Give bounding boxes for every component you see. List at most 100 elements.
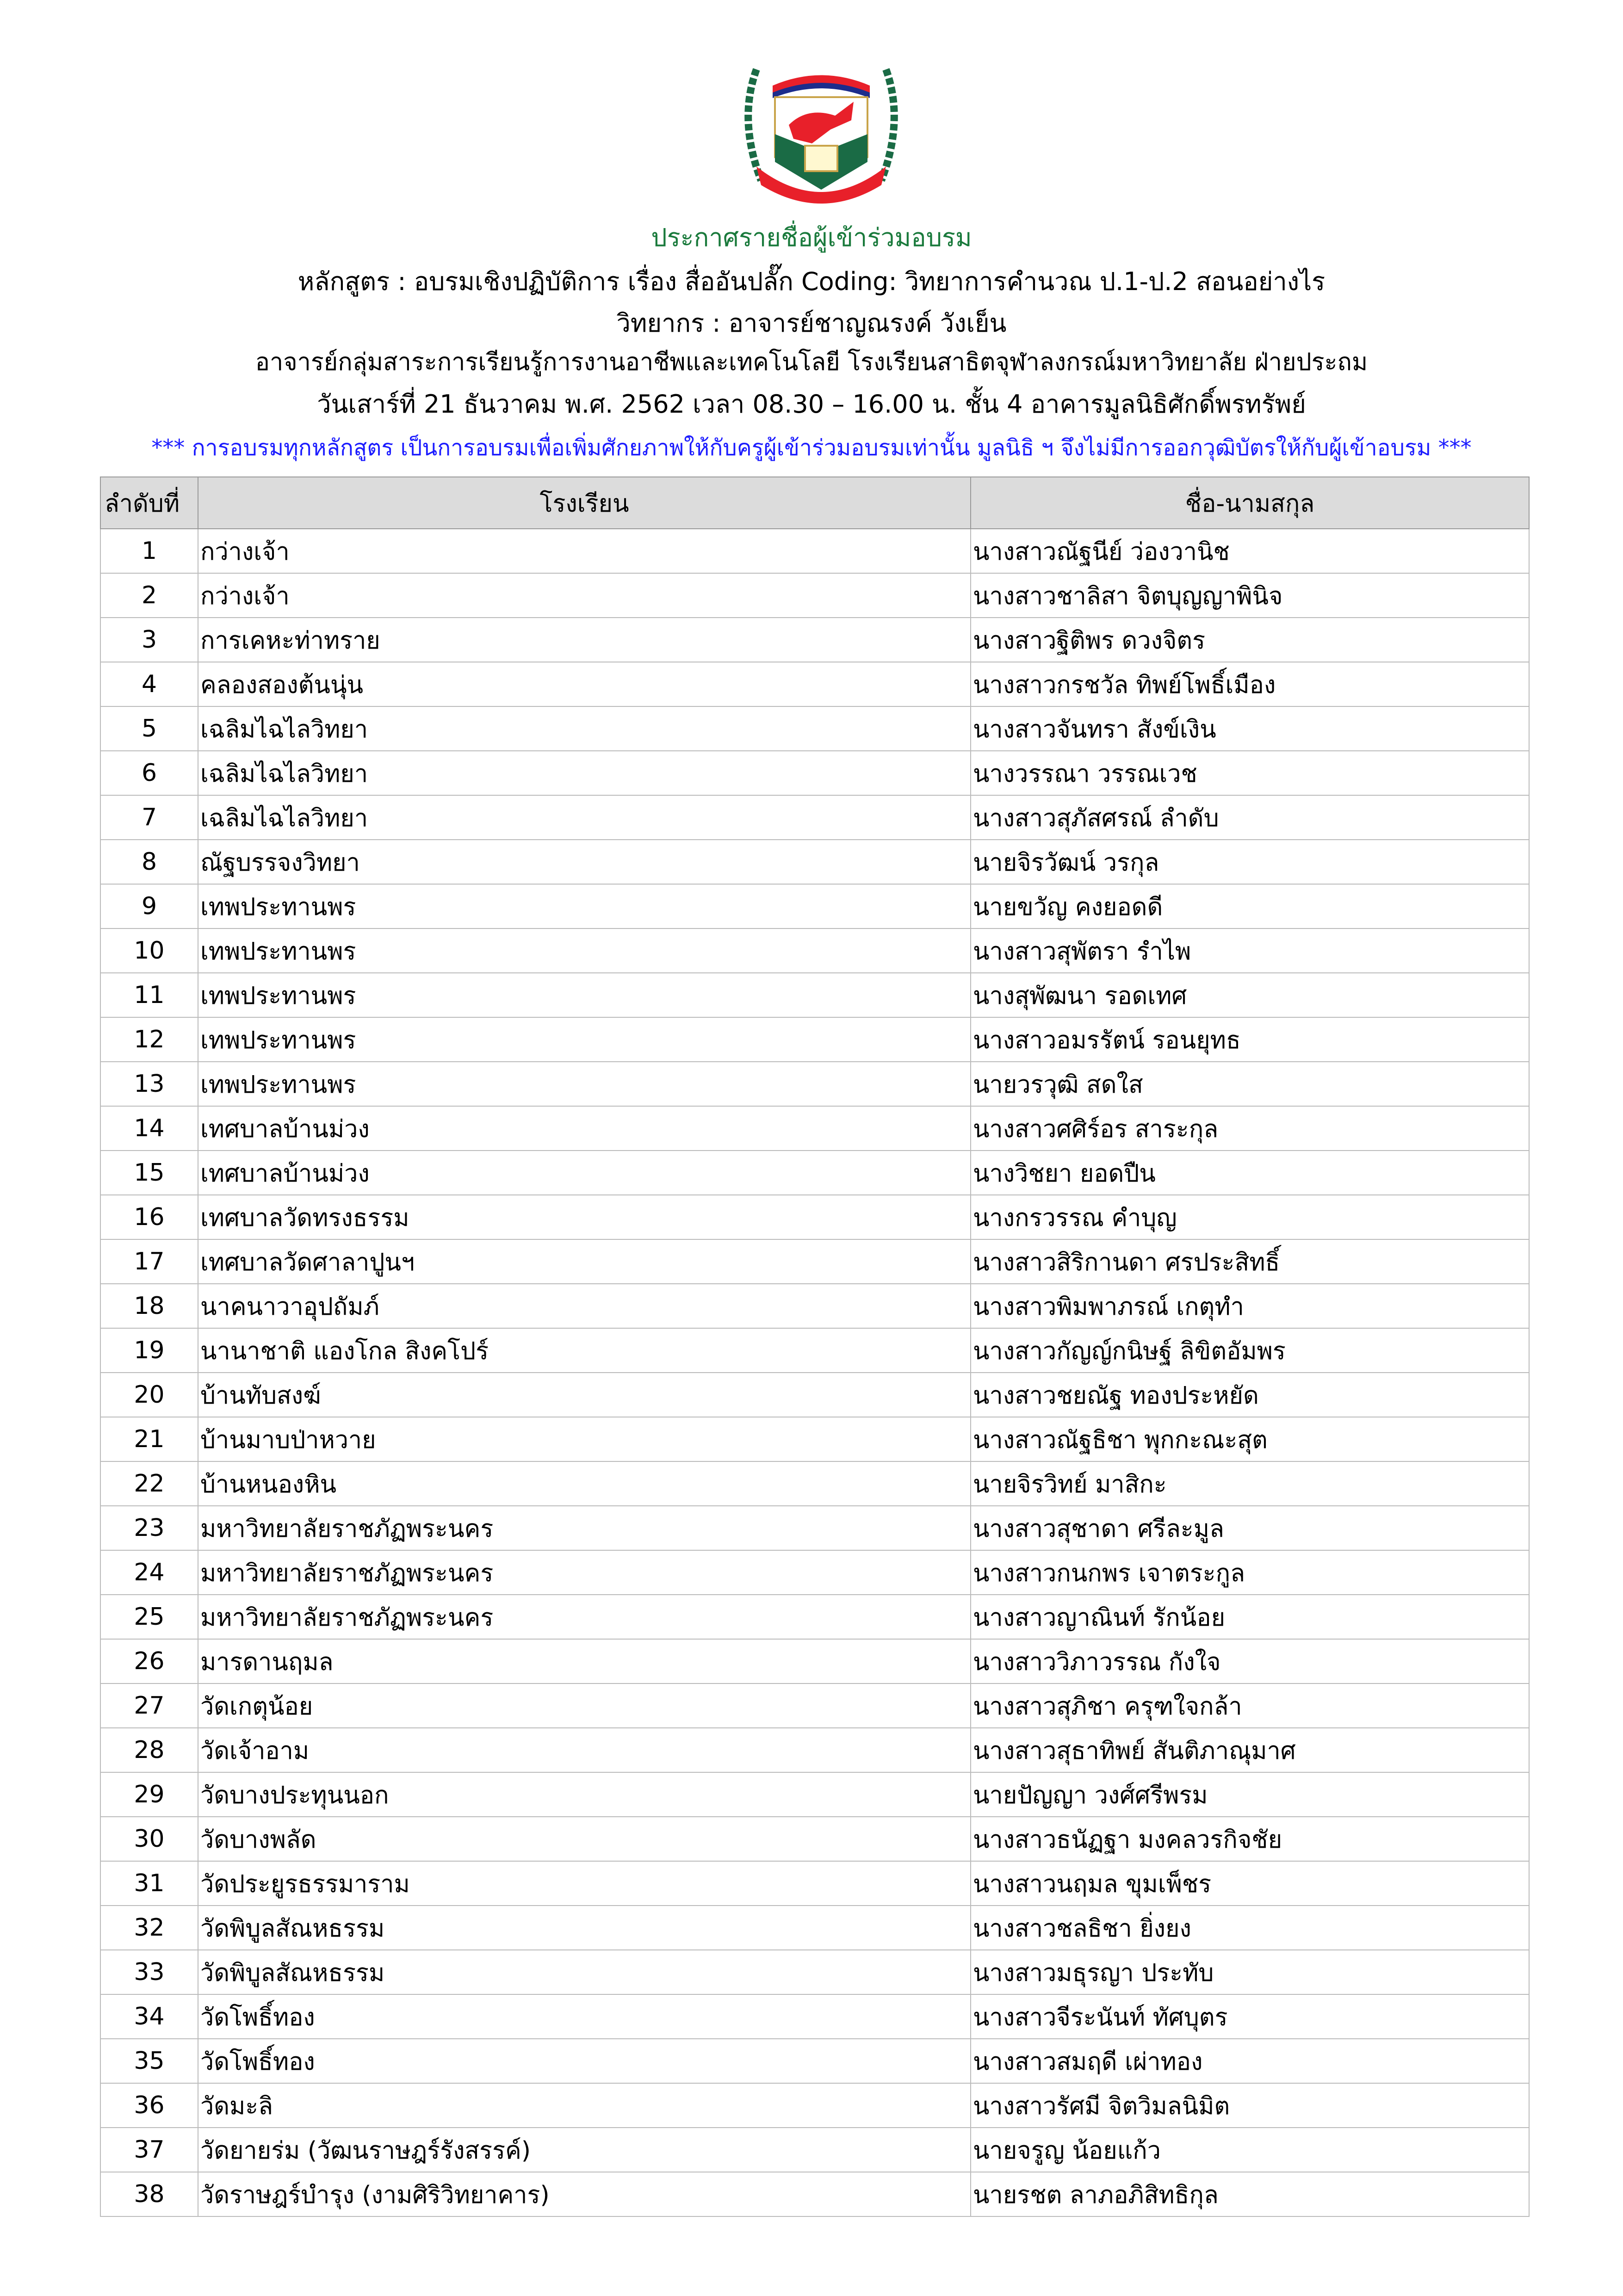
row-number: 3 <box>100 617 198 662</box>
school-name: วัดพิบูลสัณหธรรม <box>198 1949 971 1995</box>
participant-name: นางสาวกัญญ์กนิษฐ์ ลิขิตอัมพร <box>970 1328 1530 1373</box>
table-row: 31 วัดประยูรธรรมาราม นางสาวนฤมล ขุมเพ็ชร <box>100 1861 1530 1906</box>
school-name: นาคนาวาอุปถัมภ์ <box>198 1283 971 1329</box>
table-row: 30 วัดบางพลัด นางสาวธนัฏฐา มงคลวรกิจชัย <box>100 1816 1530 1862</box>
school-name: บ้านทับสงฆ์ <box>198 1372 971 1417</box>
school-name: เทพประทานพร <box>198 928 971 973</box>
table-row: 22 บ้านหนองหิน นายจิรวิทย์ มาสิกะ <box>100 1461 1530 1506</box>
row-number: 31 <box>100 1861 198 1906</box>
table-row: 32 วัดพิบูลสัณหธรรม นางสาวชลธิชา ยิ่งยง <box>100 1905 1530 1950</box>
participant-name: นางสาวณัฐธิชา พุกกะณะสุต <box>970 1417 1530 1462</box>
school-name: บ้านหนองหิน <box>198 1461 971 1506</box>
school-name: เทศบาลวัดทรงธรรม <box>198 1194 971 1240</box>
notice: *** การอบรมทุกหลักสูตร เป็นการอบรมเพื่อเ… <box>151 435 1472 461</box>
school-name: วัดบางประทุนนอก <box>198 1772 971 1817</box>
table-row: 26 มารดานฤมล นางสาววิภาวรรณ กังใจ <box>100 1639 1530 1684</box>
row-number: 26 <box>100 1639 198 1684</box>
row-number: 24 <box>100 1550 198 1595</box>
school-name: วัดราษฎร์บำรุง (งามศิริวิทยาคาร) <box>198 2172 971 2217</box>
row-number: 9 <box>100 884 198 929</box>
participant-name: นายจิรวิทย์ มาสิกะ <box>970 1461 1530 1506</box>
row-number: 2 <box>100 573 198 618</box>
participant-name: นางสาววิภาวรรณ กังใจ <box>970 1639 1530 1684</box>
row-number: 12 <box>100 1017 198 1062</box>
table-row: 1 กว่างเจ้า นางสาวณัฐนีย์ ว่องวานิช <box>100 528 1530 574</box>
row-number: 7 <box>100 795 198 840</box>
school-name: กว่างเจ้า <box>198 573 971 618</box>
row-number: 16 <box>100 1194 198 1240</box>
school-name: เทศบาลบ้านม่วง <box>198 1150 971 1195</box>
participant-name: นางกรวรรณ คำบุญ <box>970 1194 1530 1240</box>
table-row: 3 การเคหะท่าทราย นางสาวฐิติพร ดวงจิตร <box>100 617 1530 662</box>
participant-name: นางสาวธนัฏฐา มงคลวรกิจชัย <box>970 1816 1530 1862</box>
row-number: 28 <box>100 1727 198 1773</box>
participant-name: นางสาวรัศมี จิตวิมลนิมิต <box>970 2083 1530 2128</box>
table-row: 23 มหาวิทยาลัยราชภัฏพระนคร นางสาวสุชาดา ศร… <box>100 1505 1530 1551</box>
row-number: 14 <box>100 1106 198 1151</box>
participant-name: นางสาวชยณัฐ ทองประหยัด <box>970 1372 1530 1417</box>
row-number: 1 <box>100 528 198 574</box>
school-name: วัดเกตุน้อย <box>198 1683 971 1728</box>
table-row: 7 เฉลิมไฉไลวิทยา นางสาวสุภัสศรณ์ ลำดับ <box>100 795 1530 840</box>
participant-name: นายขวัญ คงยอดดี <box>970 884 1530 929</box>
table-row: 8 ณัฐบรรจงวิทยา นายจิรวัฒน์ วรกุล <box>100 839 1530 885</box>
row-number: 32 <box>100 1905 198 1950</box>
row-number: 34 <box>100 1994 198 2039</box>
school-name: วัดมะลิ <box>198 2083 971 2128</box>
row-number: 20 <box>100 1372 198 1417</box>
table-row: 36 วัดมะลิ นางสาวรัศมี จิตวิมลนิมิต <box>100 2083 1530 2128</box>
school-name: เทพประทานพร <box>198 972 971 1018</box>
school-name: การเคหะท่าทราย <box>198 617 971 662</box>
participant-name: นางสาวสุชาดา ศรีละมูล <box>970 1505 1530 1551</box>
school-name: มหาวิทยาลัยราชภัฏพระนคร <box>198 1550 971 1595</box>
table-row: 24 มหาวิทยาลัยราชภัฏพระนคร นางสาวกนกพร เจา… <box>100 1550 1530 1595</box>
table-row: 15 เทศบาลบ้านม่วง นางวิชยา ยอดปืน <box>100 1150 1530 1195</box>
row-number: 29 <box>100 1772 198 1817</box>
school-name: คลองสองต้นนุ่น <box>198 662 971 707</box>
school-name: เทพประทานพร <box>198 884 971 929</box>
row-number: 15 <box>100 1150 198 1195</box>
table-row: 18 นาคนาวาอุปถัมภ์ นางสาวพิมพาภรณ์ เกตุทำ <box>100 1283 1530 1329</box>
school-name: วัดพิบูลสัณหธรรม <box>198 1905 971 1950</box>
table-row: 37 วัดยายร่ม (วัฒนราษฎร์รังสรรค์) นายจรูญ … <box>100 2127 1530 2172</box>
table-row: 17 เทศบาลวัดศาลาปูนฯ นางสาวสิริกานดา ศรประ… <box>100 1239 1530 1284</box>
participant-name: นางสาวจันทรา สังข์เงิน <box>970 706 1530 751</box>
school-name: มหาวิทยาลัยราชภัฏพระนคร <box>198 1505 971 1551</box>
participant-name: นางสาวจีระนันท์ ทัศบุตร <box>970 1994 1530 2039</box>
table-row: 11 เทพประทานพร นางสุพัฒนา รอดเทศ <box>100 972 1530 1018</box>
table-row: 21 บ้านมาบป่าหวาย นางสาวณัฐธิชา พุกกะณะสุต <box>100 1417 1530 1462</box>
row-number: 33 <box>100 1949 198 1995</box>
row-number: 30 <box>100 1816 198 1862</box>
participant-name: นายรชต ลาภอภิสิทธิกุล <box>970 2172 1530 2217</box>
participant-name: นางสาวสุภัสศรณ์ ลำดับ <box>970 795 1530 840</box>
row-number: 37 <box>100 2127 198 2172</box>
school-name: เทศบาลบ้านม่วง <box>198 1106 971 1151</box>
col-school: โรงเรียน <box>198 477 971 529</box>
table-row: 16 เทศบาลวัดทรงธรรม นางกรวรรณ คำบุญ <box>100 1194 1530 1240</box>
participant-name: นางสาวณัฐนีย์ ว่องวานิช <box>970 528 1530 574</box>
participant-name: นางสาวอมรรัตน์ รอนยุทธ <box>970 1017 1530 1062</box>
participant-name: นางสาวสุธาทิพย์ สันติภาณุมาศ <box>970 1727 1530 1773</box>
table-row: 10 เทพประทานพร นางสาวสุพัตรา รำไพ <box>100 928 1530 973</box>
row-number: 5 <box>100 706 198 751</box>
participant-name: นางสาวสิริกานดา ศรประสิทธิ์ <box>970 1239 1530 1284</box>
school-name: เฉลิมไฉไลวิทยา <box>198 706 971 751</box>
school-name: วัดโพธิ์ทอง <box>198 1994 971 2039</box>
table-row: 12 เทพประทานพร นางสาวอมรรัตน์ รอนยุทธ <box>100 1017 1530 1062</box>
participant-name: นางสาวกนกพร เจาตระกูล <box>970 1550 1530 1595</box>
school-name: เทศบาลวัดศาลาปูนฯ <box>198 1239 971 1284</box>
row-number: 21 <box>100 1417 198 1462</box>
table-row: 9 เทพประทานพร นายขวัญ คงยอดดี <box>100 884 1530 929</box>
row-number: 22 <box>100 1461 198 1506</box>
participant-name: นายจรูญ น้อยแก้ว <box>970 2127 1530 2172</box>
table-row: 29 วัดบางประทุนนอก นายปัญญา วงศ์ศรีพรม <box>100 1772 1530 1817</box>
row-number: 36 <box>100 2083 198 2128</box>
participant-name: นายวรวุฒิ สดใส <box>970 1061 1530 1107</box>
row-number: 19 <box>100 1328 198 1373</box>
row-number: 18 <box>100 1283 198 1329</box>
participants-table: ลำดับที่ โรงเรียน ชื่อ-นามสกุล 1 กว่างเจ้… <box>100 477 1530 2217</box>
event-datetime: วันเสาร์ที่ 21 ธันวาคม พ.ศ. 2562 เวลา 08… <box>317 390 1306 419</box>
table-row: 38 วัดราษฎร์บำรุง (งามศิริวิทยาคาร) นายรชต… <box>100 2172 1530 2217</box>
table-row: 14 เทศบาลบ้านม่วง นางสาวศศิร์อร สาระกุล <box>100 1106 1530 1151</box>
row-number: 38 <box>100 2172 198 2217</box>
